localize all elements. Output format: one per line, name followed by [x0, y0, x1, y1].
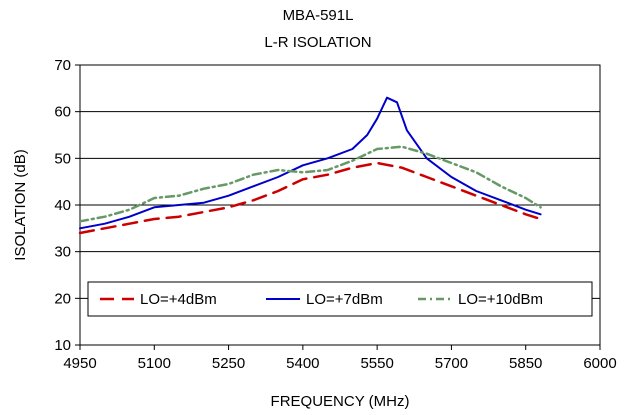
- series-layer: [78, 96, 542, 235]
- y-tick-label: 60: [54, 104, 71, 121]
- y-axis-title: ISOLATION (dB): [12, 149, 29, 260]
- legend-label-1: LO=+4dBm: [140, 291, 217, 308]
- legend-label-3: LO=+10dBm: [458, 291, 543, 308]
- x-tick-label: 6000: [583, 355, 616, 372]
- legend: LO=+4dBm LO=+7dBm LO=+10dBm: [87, 281, 593, 317]
- legend-box: [87, 281, 593, 317]
- legend-label-2: LO=+7dBm: [306, 291, 383, 308]
- y-tick-label: 50: [54, 150, 71, 167]
- y-tick-label: 70: [54, 57, 71, 74]
- x-tick-label: 5700: [435, 355, 468, 372]
- y-tick-label: 20: [54, 290, 71, 307]
- gridlines: [80, 111, 600, 299]
- x-tick-label: 5250: [212, 355, 245, 372]
- x-tick-label: 4950: [63, 355, 96, 372]
- chart-title: MBA-591L: [283, 7, 354, 24]
- series-line-3: [78, 145, 542, 223]
- y-tick-label: 10: [54, 337, 71, 354]
- y-tick-label: 40: [54, 197, 71, 214]
- x-tick-label: 5550: [360, 355, 393, 372]
- series-line-1: [78, 161, 542, 235]
- x-tick-label: 5850: [509, 355, 542, 372]
- x-tick-label: 5400: [286, 355, 319, 372]
- x-tick-label: 5100: [138, 355, 171, 372]
- series-line-2: [79, 96, 542, 230]
- chart-subtitle: L-R ISOLATION: [264, 34, 371, 51]
- y-tick-label: 30: [54, 244, 71, 261]
- axis-ticks: 10 20 30 40 50 60 70 4950 5100 5250 5400 5550 5700 58…: [54, 57, 616, 372]
- x-axis-title: FREQUENCY (MHz): [271, 393, 410, 410]
